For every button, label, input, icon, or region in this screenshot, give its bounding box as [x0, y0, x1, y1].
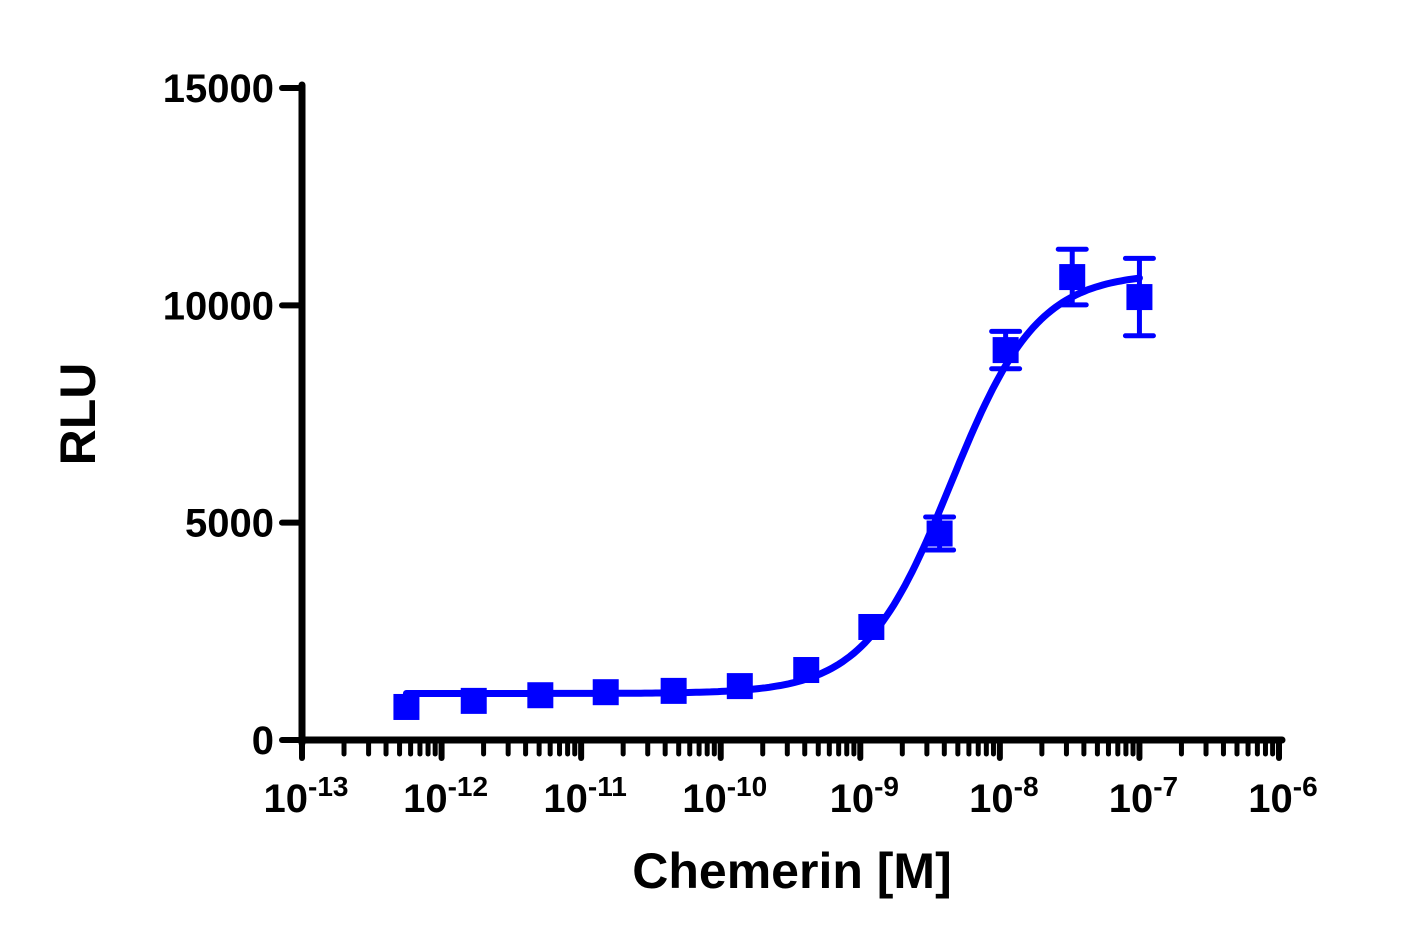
x-tick-label: 10-12: [403, 771, 488, 821]
y-tick-label: 15000: [163, 67, 274, 111]
x-tick-label: 10-10: [682, 771, 767, 821]
data-point: [660, 677, 687, 704]
data-point: [393, 693, 420, 720]
y-tick-label: 10000: [163, 284, 274, 328]
data-point: [592, 679, 619, 706]
square-marker: [858, 613, 885, 640]
data-points-group: [393, 246, 1156, 720]
y-axis-title: RLU: [50, 363, 106, 466]
square-marker: [393, 693, 420, 720]
data-point: [1122, 255, 1156, 339]
data-point: [793, 657, 820, 684]
data-point: [726, 673, 753, 700]
axes: 0 5000 10000 15000 10-13 10-12 10-11 10-10 10-9 1…: [163, 67, 1318, 821]
square-marker: [793, 657, 820, 684]
x-tick-label: 10-7: [1109, 771, 1178, 821]
square-marker: [592, 679, 619, 706]
x-tick-label: 10-6: [1248, 771, 1317, 821]
x-axis-title: Chemerin [M]: [632, 843, 951, 899]
y-tick-label: 5000: [185, 502, 274, 546]
data-point: [989, 328, 1023, 372]
square-marker: [1059, 264, 1086, 291]
square-marker: [926, 520, 953, 547]
square-marker: [992, 337, 1019, 364]
x-tick-label: 10-13: [264, 771, 349, 821]
data-point: [460, 687, 487, 714]
data-point: [1055, 246, 1089, 308]
fit-curve: [402, 274, 1143, 697]
x-tick-label: 10-9: [830, 771, 899, 821]
square-marker: [1126, 284, 1153, 311]
y-tick-label: 0: [252, 719, 274, 763]
x-tick-label: 10-8: [969, 771, 1038, 821]
x-tick-label: 10-11: [543, 771, 626, 821]
data-point: [527, 682, 554, 709]
square-marker: [460, 687, 487, 714]
square-marker: [527, 682, 554, 709]
data-point: [858, 613, 885, 640]
square-marker: [726, 673, 753, 700]
square-marker: [660, 677, 687, 704]
data-point: [923, 514, 957, 553]
fit-curve-group: [402, 274, 1143, 697]
